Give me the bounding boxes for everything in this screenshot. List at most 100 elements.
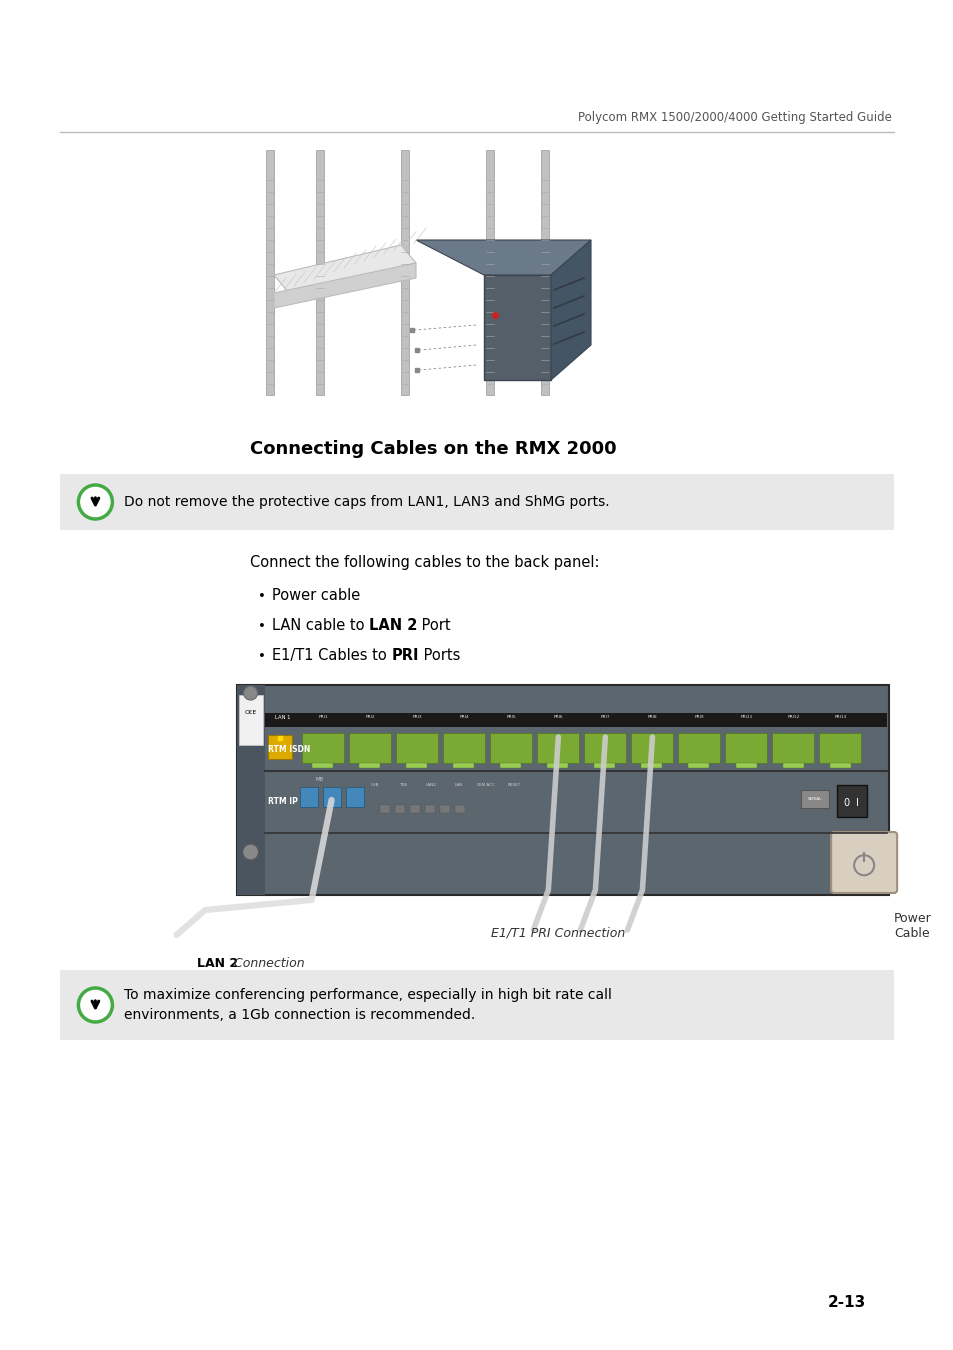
FancyBboxPatch shape <box>238 695 262 745</box>
FancyBboxPatch shape <box>540 150 548 396</box>
Text: Connection: Connection <box>231 957 305 971</box>
FancyBboxPatch shape <box>489 733 531 763</box>
FancyBboxPatch shape <box>60 971 893 1040</box>
FancyBboxPatch shape <box>236 684 888 895</box>
Text: Polycom RMX 1500/2000/4000 Getting Started Guide: Polycom RMX 1500/2000/4000 Getting Start… <box>578 111 891 124</box>
Text: To maximize conferencing performance, especially in high bit rate call
environme: To maximize conferencing performance, es… <box>124 988 611 1022</box>
Text: PRI4: PRI4 <box>459 716 469 720</box>
Text: PRI11: PRI11 <box>740 716 752 720</box>
Text: PRI13: PRI13 <box>834 716 846 720</box>
Text: RESET: RESET <box>507 783 520 787</box>
FancyBboxPatch shape <box>781 763 802 768</box>
Text: PRI2: PRI2 <box>365 716 375 720</box>
Circle shape <box>243 686 257 701</box>
Text: USB: USB <box>370 783 378 787</box>
FancyBboxPatch shape <box>60 474 893 531</box>
Text: LAN2: LAN2 <box>425 783 436 787</box>
FancyBboxPatch shape <box>345 787 363 807</box>
Text: LAN: LAN <box>454 783 462 787</box>
FancyBboxPatch shape <box>678 733 720 763</box>
FancyBboxPatch shape <box>424 805 435 813</box>
Text: LAN cable to: LAN cable to <box>272 618 369 633</box>
Text: Ports: Ports <box>418 648 459 663</box>
FancyBboxPatch shape <box>299 787 317 807</box>
Text: RTM ISDN: RTM ISDN <box>267 744 310 753</box>
FancyBboxPatch shape <box>537 733 578 763</box>
Text: Power cable: Power cable <box>272 589 360 603</box>
Text: •: • <box>257 590 265 603</box>
Text: Power
Cable: Power Cable <box>893 913 931 940</box>
Polygon shape <box>274 244 416 293</box>
FancyBboxPatch shape <box>836 784 866 817</box>
Text: 0: 0 <box>842 798 848 809</box>
FancyBboxPatch shape <box>688 763 709 768</box>
Polygon shape <box>551 240 590 379</box>
Text: Port: Port <box>417 618 451 633</box>
Polygon shape <box>274 263 416 308</box>
Text: M8: M8 <box>315 778 323 782</box>
Polygon shape <box>416 240 590 275</box>
FancyBboxPatch shape <box>322 787 340 807</box>
FancyBboxPatch shape <box>801 790 828 809</box>
Text: PRI: PRI <box>391 648 418 663</box>
Polygon shape <box>483 275 551 379</box>
Circle shape <box>242 844 258 860</box>
FancyBboxPatch shape <box>455 805 464 813</box>
FancyBboxPatch shape <box>406 763 427 768</box>
FancyBboxPatch shape <box>236 684 264 895</box>
Circle shape <box>78 988 112 1022</box>
Text: LAN 2: LAN 2 <box>369 618 417 633</box>
FancyBboxPatch shape <box>594 763 615 768</box>
FancyBboxPatch shape <box>312 763 333 768</box>
Text: PRI9: PRI9 <box>694 716 703 720</box>
Text: SERIAL: SERIAL <box>807 796 821 801</box>
Text: Connect the following cables to the back panel:: Connect the following cables to the back… <box>250 555 598 570</box>
FancyBboxPatch shape <box>499 763 520 768</box>
Circle shape <box>78 485 112 518</box>
Text: C€E: C€E <box>244 710 256 716</box>
FancyBboxPatch shape <box>819 733 861 763</box>
FancyBboxPatch shape <box>439 805 449 813</box>
FancyBboxPatch shape <box>264 713 886 728</box>
FancyBboxPatch shape <box>771 733 813 763</box>
FancyBboxPatch shape <box>829 763 850 768</box>
FancyBboxPatch shape <box>315 150 324 396</box>
Text: LAN 1: LAN 1 <box>274 716 290 720</box>
FancyBboxPatch shape <box>453 763 474 768</box>
Text: DEM.ACC: DEM.ACC <box>476 783 496 787</box>
FancyBboxPatch shape <box>735 763 756 768</box>
FancyBboxPatch shape <box>348 733 391 763</box>
FancyBboxPatch shape <box>266 150 274 396</box>
FancyBboxPatch shape <box>395 805 404 813</box>
Text: •: • <box>257 620 265 633</box>
FancyBboxPatch shape <box>640 763 661 768</box>
FancyBboxPatch shape <box>442 733 484 763</box>
FancyBboxPatch shape <box>379 805 389 813</box>
FancyBboxPatch shape <box>358 763 380 768</box>
Text: Do not remove the protective caps from LAN1, LAN3 and ShMG ports.: Do not remove the protective caps from L… <box>124 495 609 509</box>
FancyBboxPatch shape <box>485 150 494 396</box>
Text: I: I <box>855 798 858 809</box>
Text: PRI6: PRI6 <box>553 716 562 720</box>
Text: PRI7: PRI7 <box>600 716 610 720</box>
Text: T1B: T1B <box>398 783 406 787</box>
FancyBboxPatch shape <box>630 733 672 763</box>
FancyBboxPatch shape <box>547 763 568 768</box>
FancyBboxPatch shape <box>301 733 343 763</box>
Text: RTM IP: RTM IP <box>267 796 297 806</box>
Text: •: • <box>257 649 265 663</box>
Text: PRI3: PRI3 <box>412 716 421 720</box>
FancyBboxPatch shape <box>409 805 419 813</box>
FancyBboxPatch shape <box>830 832 896 892</box>
Text: Connecting Cables on the RMX 2000: Connecting Cables on the RMX 2000 <box>250 440 616 458</box>
Text: PRI1: PRI1 <box>318 716 328 720</box>
FancyBboxPatch shape <box>583 733 625 763</box>
Text: LAN 2: LAN 2 <box>197 957 238 971</box>
FancyBboxPatch shape <box>400 150 409 396</box>
Text: E1/T1 PRI Connection: E1/T1 PRI Connection <box>491 927 625 940</box>
Text: 2-13: 2-13 <box>827 1295 865 1309</box>
FancyBboxPatch shape <box>724 733 766 763</box>
Text: E1/T1 Cables to: E1/T1 Cables to <box>272 648 391 663</box>
FancyBboxPatch shape <box>267 734 292 759</box>
Text: PRI5: PRI5 <box>506 716 516 720</box>
